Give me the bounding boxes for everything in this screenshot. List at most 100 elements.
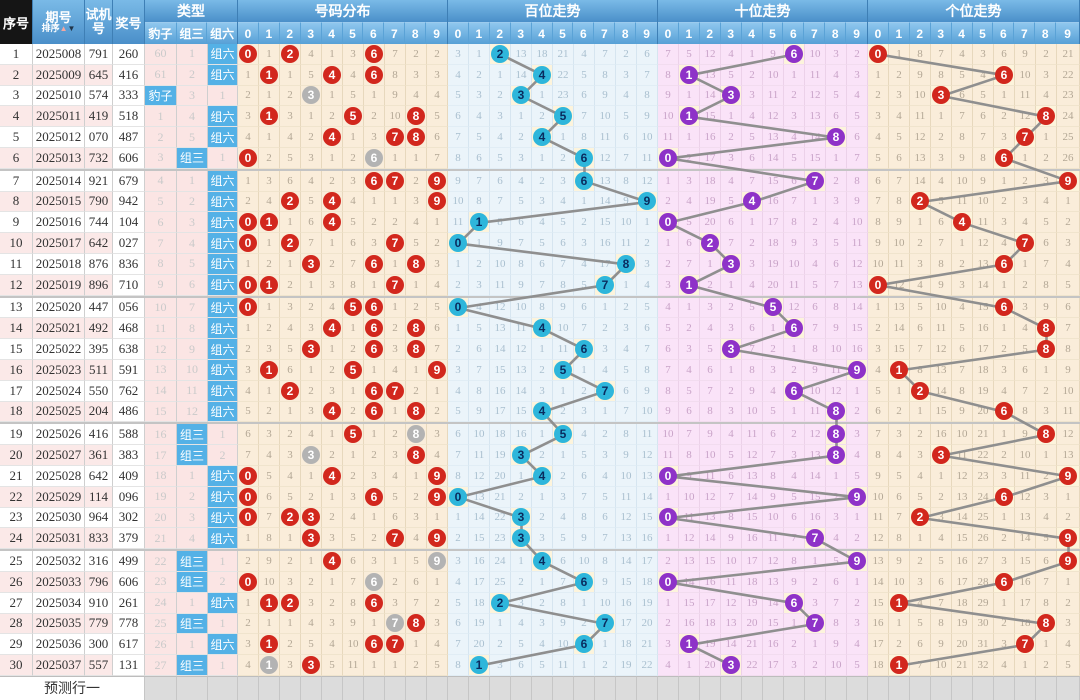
trend-cell: 5 [1057,655,1080,676]
trend-cell: 5 [826,233,847,254]
trend-cell: 5 [847,106,868,128]
trend-cell: 6 [616,127,637,148]
trend-cell: 4 [574,424,595,446]
trend-cell: 6 [448,613,469,635]
trend-cell: 3 [574,233,595,254]
dist-cell: 3 [301,401,322,423]
trend-cell: 5 [721,445,742,466]
dist-cell: 4 [238,655,259,676]
trend-cell: 13 [763,571,784,593]
trend-cell: 17 [763,212,784,234]
dist-cell: 2 [322,253,343,275]
dist-cell: 3 [238,106,259,128]
hit-dot: 8 [1037,107,1055,126]
trend-cell: 13 [1057,445,1080,466]
trend-cell: 4 [784,465,805,487]
trend-cell: 6 [553,551,574,572]
trend-cell: 2 [1057,592,1080,614]
prize-cell: 333 [113,85,145,107]
trend-cell: 4 [826,64,847,86]
trend-cell: 2 [553,147,574,169]
footer-cell [322,675,343,700]
dist-cell: 3 [343,486,364,508]
dist-cell: 3 [406,64,427,86]
trend-cell: 7 [448,634,469,656]
trend-cell: 3 [532,380,553,402]
test-cell: 642 [85,233,113,254]
trend-cell: 4 [574,44,595,65]
dist-cell: 2 [343,339,364,360]
trend-cell: 4 [952,44,973,65]
dist-cell: 7 [301,233,322,254]
trend-cell: 8 [679,445,700,466]
trend-cell: 8 [448,465,469,487]
trend-cell: 20 [952,634,973,656]
trend-cell: 3 [1036,170,1057,192]
hit-dot: 3 [302,254,320,273]
trend-cell: 13 [511,359,532,381]
trend-cell: 3 [532,191,553,213]
hit-dot: 3 [932,446,950,465]
trend-cell: 13 [637,465,658,487]
sort-desc-icon[interactable]: ▼ [67,23,76,33]
hit-dot: 1 [260,360,278,379]
dist-cell: 2 [322,170,343,192]
trend-cell: 15 [868,592,889,614]
trend-cell: 22 [637,655,658,676]
type-cell: 组三 [177,445,208,466]
type-cell: 61 [145,64,177,86]
trend-cell: 2 [994,191,1015,213]
trend-cell: 8 [889,191,910,213]
type-cell: 组六 [208,465,238,487]
trend-cell: 16 [511,424,532,446]
dist-cell: 1 [322,147,343,169]
dist-cell: 2 [385,571,406,593]
type-cell: 组六 [208,253,238,275]
trend-cell: 15 [700,551,721,572]
trend-cell: 15 [616,571,637,593]
prize-cell: 383 [113,445,145,466]
trend-cell: 1 [826,465,847,487]
trend-cell: 14 [931,380,952,402]
trend-cell: 7 [805,170,826,192]
trend-cell: 12 [784,297,805,319]
trend-cell: 2 [1057,507,1080,529]
dist-cell: 2 [385,424,406,446]
type-cell: 组六 [208,359,238,381]
trend-cell: 17 [469,571,490,593]
trend-cell: 1 [679,655,700,676]
sort-control[interactable]: 排序 ▲ ▼ [42,24,76,33]
hit-dot: 6 [995,298,1013,317]
sort-asc-icon[interactable]: ▲ [59,23,68,33]
period-label: 期号 [45,10,72,25]
trend-cell: 7 [1015,233,1036,254]
dist-cell: 4 [322,465,343,487]
trend-cell: 3 [742,85,763,107]
units-group-title: 个位走势 [868,0,1079,22]
trend-cell: 12 [763,551,784,572]
dist-cell: 6 [385,507,406,529]
trend-cell: 1 [532,424,553,446]
trend-cell: 4 [700,318,721,340]
trend-cell: 10 [595,592,616,614]
trend-cell: 15 [889,339,910,360]
trend-cell: 3 [1036,64,1057,86]
footer-cell [469,675,490,700]
test-cell: 204 [85,401,113,423]
trend-cell: 9 [763,44,784,65]
prize-cell: 027 [113,233,145,254]
hit-dot: 1 [680,65,698,84]
trend-cell: 18 [490,424,511,446]
dist-cell: 3 [322,380,343,402]
trend-cell: 20 [742,613,763,635]
hit-dot: 9 [1059,552,1077,571]
col-period-header[interactable]: 期号 排序 ▲ ▼ [33,0,85,44]
trend-cell: 18 [469,592,490,614]
dist-cell: 6 [364,401,385,423]
trend-cell: 4 [1036,507,1057,529]
dist-cell: 2 [364,528,385,550]
trend-cell: 1 [721,359,742,381]
trend-cell: 20 [490,465,511,487]
trend-cell: 6 [679,233,700,254]
table-row: 10 2025017 642 027 7 4 组六 0 1 2 7 1 6 3 7 5 2 0 1 9 7 5 6 3 16 11… [0,233,1080,254]
